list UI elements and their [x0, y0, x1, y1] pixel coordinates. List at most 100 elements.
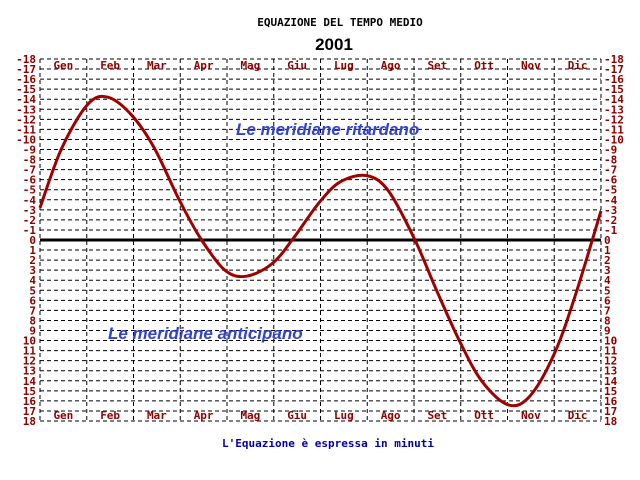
y-tick-label-right: -6	[604, 174, 618, 187]
y-tick-label-right: 5	[604, 284, 611, 297]
chart-subtitle: 2001	[315, 35, 353, 54]
y-tick-label-left: 12	[23, 355, 36, 368]
y-tick-label-left: 18	[23, 415, 36, 428]
y-tick-label-left: 7	[29, 304, 36, 317]
y-tick-label-left: 17	[23, 405, 36, 418]
y-tick-label-left: 3	[29, 264, 36, 277]
y-tick-label-left: 14	[23, 375, 37, 388]
y-tick-label-right: 18	[604, 415, 617, 428]
y-tick-label-left: 16	[23, 395, 37, 408]
y-tick-label-right: -10	[604, 133, 624, 146]
y-tick-label-left: -15	[16, 83, 36, 96]
month-label-top: Lug	[334, 59, 354, 72]
month-label-top: Ago	[381, 59, 401, 72]
annotation-early: Le meridiane anticipano	[108, 324, 303, 343]
y-tick-label-right: -11	[604, 123, 624, 136]
y-tick-label-left: 15	[23, 385, 36, 398]
y-tick-label-right: 6	[604, 294, 611, 307]
month-label-top: Apr	[194, 59, 214, 72]
month-label-top: Dic	[568, 59, 588, 72]
y-tick-label-left: -17	[16, 63, 36, 76]
month-labels: Gen Gen Feb Feb Mar Mar Apr Apr Mag Mag Giu Giu Lug L…	[53, 59, 587, 422]
month-label-bottom: Dic	[568, 409, 588, 422]
month-label-bottom: Nov	[521, 409, 541, 422]
month-label-top: Feb	[100, 59, 120, 72]
month-label-bottom: Ago	[381, 409, 401, 422]
y-tick-label-right: -12	[604, 113, 624, 126]
y-tick-label-left: -3	[23, 204, 36, 217]
y-tick-label-right: -1	[604, 224, 618, 237]
y-tick-label-left: 9	[29, 325, 36, 338]
y-tick-label-left: -16	[16, 73, 36, 86]
month-label-bottom: Lug	[334, 409, 354, 422]
y-tick-label-left: 0	[29, 234, 36, 247]
y-tick-label-left: 13	[23, 365, 36, 378]
month-label-bottom: Mag	[240, 409, 260, 422]
y-tick-label-left: -9	[23, 144, 36, 157]
month-label-top: Mag	[240, 59, 260, 72]
y-tick-label-left: -10	[16, 133, 36, 146]
y-tick-label-right: 11	[604, 345, 618, 358]
month-label-bottom: Apr	[194, 409, 214, 422]
y-tick-label-left: -1	[23, 224, 37, 237]
y-tick-label-right: -5	[604, 184, 617, 197]
month-label-top: Giu	[287, 59, 307, 72]
y-tick-label-left: 6	[29, 294, 36, 307]
y-tick-label-right: -14	[604, 93, 624, 106]
y-tick-label-right: -8	[604, 154, 617, 167]
y-tick-label-left: -2	[23, 214, 36, 227]
month-label-bottom: Feb	[100, 409, 120, 422]
y-tick-label-right: -9	[604, 144, 617, 157]
month-label-bottom: Ott	[474, 409, 494, 422]
y-tick-label-left: 8	[29, 314, 36, 327]
chart-title: EQUAZIONE DEL TEMPO MEDIO	[257, 16, 423, 29]
y-tick-label-left: 2	[29, 254, 36, 267]
y-tick-label-right: 9	[604, 325, 611, 338]
annotation-late: Le meridiane ritardano	[236, 120, 419, 139]
y-tick-label-left: -6	[23, 174, 37, 187]
y-tick-label-left: -14	[16, 93, 36, 106]
y-tick-label-right: 3	[604, 264, 611, 277]
y-tick-label-left: -13	[16, 103, 36, 116]
y-tick-label-right: -2	[604, 214, 617, 227]
series-line	[38, 94, 603, 408]
y-tick-label-left: 11	[23, 345, 37, 358]
y-tick-label-right: 10	[604, 335, 617, 348]
y-tick-label-left: 4	[29, 274, 36, 287]
y-tick-label-right: 8	[604, 314, 611, 327]
y-tick-label-right: 7	[604, 304, 611, 317]
month-label-bottom: Mar	[147, 409, 167, 422]
month-label-top: Gen	[53, 59, 73, 72]
y-tick-label-left: -4	[23, 194, 37, 207]
y-tick-label-left: -12	[16, 113, 36, 126]
y-tick-label-right: 13	[604, 365, 617, 378]
month-label-top: Set	[427, 59, 447, 72]
y-tick-label-right: 16	[604, 395, 618, 408]
month-label-bottom: Giu	[287, 409, 307, 422]
y-tick-label-left: -11	[16, 123, 36, 136]
y-tick-label-left: -8	[23, 154, 36, 167]
y-tick-label-right: -13	[604, 103, 624, 116]
y-tick-label-right: 12	[604, 355, 617, 368]
y-tick-label-left: -5	[23, 184, 36, 197]
y-tick-label-left: 10	[23, 335, 36, 348]
y-tick-label-right: 15	[604, 385, 617, 398]
month-label-bottom: Set	[427, 409, 447, 422]
y-tick-label-right: -17	[604, 63, 624, 76]
month-label-top: Nov	[521, 59, 541, 72]
y-tick-label-left: 1	[29, 244, 36, 257]
month-label-top: Ott	[474, 59, 494, 72]
month-label-top: Mar	[147, 59, 167, 72]
y-tick-label-left: 5	[29, 284, 36, 297]
y-tick-label-right: -15	[604, 83, 624, 96]
y-tick-label-right: 1	[604, 244, 611, 257]
y-tick-label-right: -3	[604, 204, 617, 217]
y-tick-label-right: 0	[604, 234, 611, 247]
y-tick-label-right: 14	[604, 375, 618, 388]
y-tick-label-right: 17	[604, 405, 617, 418]
y-tick-label-right: -4	[604, 194, 618, 207]
y-tick-label-right: -7	[604, 164, 617, 177]
y-tick-label-left: -7	[23, 164, 36, 177]
month-label-bottom: Gen	[53, 409, 73, 422]
